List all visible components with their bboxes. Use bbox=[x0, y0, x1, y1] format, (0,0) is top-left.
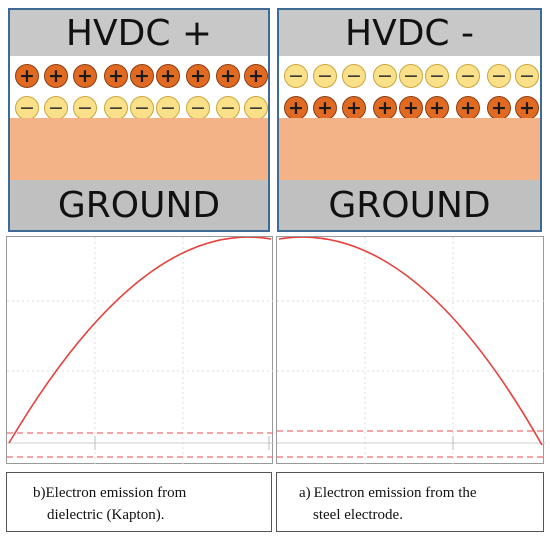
hvdc-positive-label: HVDC + bbox=[65, 12, 213, 54]
hvdc-negative-label: HVDC - bbox=[345, 12, 474, 54]
positive-charge: + bbox=[373, 96, 397, 120]
positive-charge: + bbox=[284, 96, 308, 120]
negative-charge: − bbox=[399, 64, 423, 88]
right-capacitor-diagram: HVDC - − − − − − − − − − + + + + + + + +… bbox=[277, 8, 542, 232]
positive-charge: + bbox=[186, 64, 210, 88]
positive-charge: + bbox=[244, 64, 268, 88]
positive-charge: + bbox=[73, 64, 97, 88]
positive-charge: + bbox=[156, 64, 180, 88]
negative-charge: − bbox=[15, 96, 39, 120]
negative-charge: − bbox=[104, 96, 128, 120]
right-caption-line2: steel electrode. bbox=[313, 507, 403, 523]
negative-charge: − bbox=[216, 96, 240, 120]
negative-charge: − bbox=[487, 64, 511, 88]
left-caption-line2: dielectric (Kapton). bbox=[47, 507, 165, 523]
positive-charge-row: + + + + + + + + + bbox=[279, 94, 540, 124]
left-capacitor-diagram: HVDC + + + + + + + + + + − − − − − − − −… bbox=[8, 8, 270, 232]
positive-charge: + bbox=[456, 96, 480, 120]
left-plot-canvas bbox=[7, 237, 274, 465]
right-caption: a) Electron emission from the steel elec… bbox=[276, 472, 544, 532]
negative-charge: − bbox=[156, 96, 180, 120]
negative-charge: − bbox=[515, 64, 539, 88]
positive-charge: + bbox=[487, 96, 511, 120]
ground-electrode: GROUND bbox=[279, 180, 540, 230]
hvdc-positive-electrode: HVDC + bbox=[10, 10, 268, 56]
negative-charge: − bbox=[342, 64, 366, 88]
negative-charge-row: − − − − − − − − − bbox=[279, 62, 540, 92]
emission-curve bbox=[8, 237, 272, 444]
ground-label: GROUND bbox=[328, 184, 491, 226]
negative-charge: − bbox=[73, 96, 97, 120]
negative-charge: − bbox=[425, 64, 449, 88]
positive-charge: + bbox=[342, 96, 366, 120]
positive-charge: + bbox=[425, 96, 449, 120]
positive-charge: + bbox=[104, 64, 128, 88]
emission-curve bbox=[278, 237, 543, 446]
negative-charge: − bbox=[244, 96, 268, 120]
negative-charge: − bbox=[186, 96, 210, 120]
ground-electrode: GROUND bbox=[10, 180, 268, 230]
right-emission-plot bbox=[276, 236, 545, 465]
right-plot-canvas bbox=[277, 237, 545, 465]
positive-charge: + bbox=[130, 64, 154, 88]
ground-label: GROUND bbox=[57, 184, 221, 226]
positive-charge: + bbox=[515, 96, 539, 120]
positive-charge: + bbox=[313, 96, 337, 120]
negative-charge: − bbox=[373, 64, 397, 88]
negative-charge: − bbox=[313, 64, 337, 88]
left-emission-plot bbox=[6, 236, 274, 465]
hvdc-negative-electrode: HVDC - bbox=[279, 10, 540, 56]
negative-charge: − bbox=[130, 96, 154, 120]
negative-charge: − bbox=[284, 64, 308, 88]
dielectric-layer bbox=[10, 118, 268, 180]
dielectric-layer bbox=[279, 118, 540, 180]
negative-charge-row: − − − − − − − − − bbox=[10, 94, 268, 124]
left-caption: b)Electron emission from dielectric (Kap… bbox=[6, 472, 272, 532]
positive-charge: + bbox=[399, 96, 423, 120]
negative-charge: − bbox=[456, 64, 480, 88]
left-caption-line1: b)Electron emission from bbox=[33, 485, 187, 501]
positive-charge-row: + + + + + + + + + bbox=[10, 62, 268, 92]
negative-charge: − bbox=[44, 96, 68, 120]
positive-charge: + bbox=[15, 64, 39, 88]
right-caption-line1: a) Electron emission from the bbox=[299, 485, 477, 501]
positive-charge: + bbox=[44, 64, 68, 88]
positive-charge: + bbox=[216, 64, 240, 88]
